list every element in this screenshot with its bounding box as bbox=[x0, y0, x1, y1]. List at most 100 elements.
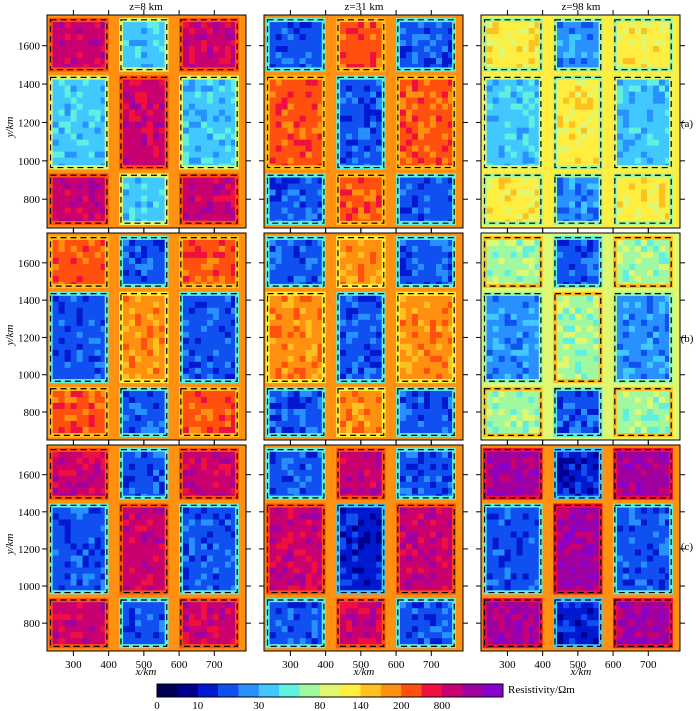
block-speckle bbox=[364, 207, 371, 214]
block-speckle bbox=[100, 52, 105, 59]
block-speckle bbox=[212, 626, 219, 633]
block-speckle bbox=[534, 319, 539, 326]
block-speckle bbox=[275, 195, 282, 202]
block-speckle bbox=[230, 46, 236, 53]
block-speckle bbox=[200, 121, 207, 128]
block-speckle bbox=[317, 390, 322, 397]
block-speckle bbox=[135, 525, 142, 532]
block-speckle bbox=[182, 109, 189, 116]
block-speckle bbox=[528, 463, 535, 470]
block-speckle bbox=[498, 195, 505, 202]
block-speckle bbox=[269, 451, 276, 458]
block-speckle bbox=[417, 319, 424, 326]
block-speckle bbox=[358, 519, 365, 526]
block-speckle bbox=[569, 331, 576, 338]
block-speckle bbox=[346, 307, 353, 314]
block-speckle bbox=[100, 97, 105, 104]
block-speckle bbox=[88, 355, 95, 362]
block-speckle bbox=[664, 463, 670, 470]
block-speckle bbox=[52, 121, 59, 128]
block-speckle bbox=[616, 343, 623, 350]
block-speckle bbox=[200, 109, 207, 116]
block-speckle bbox=[429, 549, 436, 556]
block-speckle bbox=[405, 579, 412, 586]
block-speckle bbox=[441, 632, 448, 639]
block-speckle bbox=[275, 245, 282, 252]
block-speckle bbox=[557, 402, 564, 409]
block-speckle bbox=[218, 275, 225, 282]
block-speckle bbox=[206, 28, 213, 35]
block-speckle bbox=[58, 40, 65, 47]
block-speckle bbox=[575, 585, 582, 591]
colorbar-segment bbox=[238, 684, 260, 697]
block-speckle bbox=[212, 451, 219, 458]
block-speckle bbox=[646, 295, 653, 302]
block-speckle bbox=[405, 531, 412, 538]
block-speckle bbox=[346, 337, 353, 344]
block-speckle bbox=[299, 331, 306, 338]
block-speckle bbox=[522, 213, 529, 220]
block-outline bbox=[49, 76, 108, 169]
block-speckle bbox=[616, 151, 623, 158]
block-speckle bbox=[100, 608, 105, 615]
y-tick-label: 1200 bbox=[18, 332, 41, 344]
block-speckle bbox=[399, 507, 406, 514]
block-speckle bbox=[153, 28, 160, 35]
block-speckle bbox=[76, 355, 83, 362]
block-speckle bbox=[147, 367, 154, 374]
block-speckle bbox=[58, 79, 65, 86]
block-speckle bbox=[129, 307, 136, 314]
block-speckle bbox=[188, 183, 195, 190]
block-speckle bbox=[58, 307, 65, 314]
block-speckle bbox=[129, 349, 136, 356]
block-speckle bbox=[441, 451, 448, 458]
block-speckle bbox=[399, 121, 406, 128]
block-speckle bbox=[370, 121, 377, 128]
block-speckle bbox=[58, 426, 65, 433]
block-speckle bbox=[305, 537, 312, 544]
block-speckle bbox=[212, 46, 219, 53]
block-speckle bbox=[646, 426, 653, 433]
block-speckle bbox=[64, 519, 71, 526]
block-speckle bbox=[593, 355, 599, 362]
block-speckle bbox=[563, 507, 570, 514]
block-speckle bbox=[88, 319, 95, 326]
block-speckle bbox=[100, 525, 105, 532]
block-speckle bbox=[129, 513, 136, 520]
block-speckle bbox=[135, 313, 142, 320]
colorbar-tick-label: 30 bbox=[253, 700, 265, 711]
block-speckle bbox=[492, 602, 499, 609]
block-speckle bbox=[305, 579, 312, 586]
block-speckle bbox=[516, 79, 523, 86]
block-speckle bbox=[593, 157, 599, 164]
block-speckle bbox=[317, 585, 322, 591]
block-speckle bbox=[346, 133, 353, 140]
block-speckle bbox=[658, 28, 665, 35]
block-speckle bbox=[652, 507, 659, 514]
block-speckle bbox=[194, 373, 201, 380]
block-speckle bbox=[311, 626, 318, 633]
block-speckle bbox=[293, 567, 300, 574]
block-speckle bbox=[658, 251, 665, 258]
block-speckle bbox=[581, 257, 588, 264]
block-speckle bbox=[352, 207, 359, 214]
block-speckle bbox=[563, 426, 570, 433]
block-speckle bbox=[522, 91, 529, 98]
block-speckle bbox=[364, 537, 371, 544]
block-speckle bbox=[510, 414, 517, 421]
block-speckle bbox=[275, 121, 282, 128]
block-speckle bbox=[346, 420, 353, 427]
block-outline bbox=[554, 76, 602, 169]
block-speckle bbox=[658, 201, 665, 208]
block-speckle bbox=[370, 195, 377, 202]
block-speckle bbox=[364, 469, 371, 476]
block-speckle bbox=[182, 585, 189, 591]
block-outline bbox=[337, 599, 385, 647]
block-speckle bbox=[230, 420, 236, 427]
block-speckle bbox=[147, 426, 154, 433]
block-speckle bbox=[658, 183, 665, 190]
block-speckle bbox=[528, 46, 535, 53]
block-speckle bbox=[52, 151, 59, 158]
block-speckle bbox=[581, 22, 588, 29]
block-outline bbox=[180, 293, 238, 382]
